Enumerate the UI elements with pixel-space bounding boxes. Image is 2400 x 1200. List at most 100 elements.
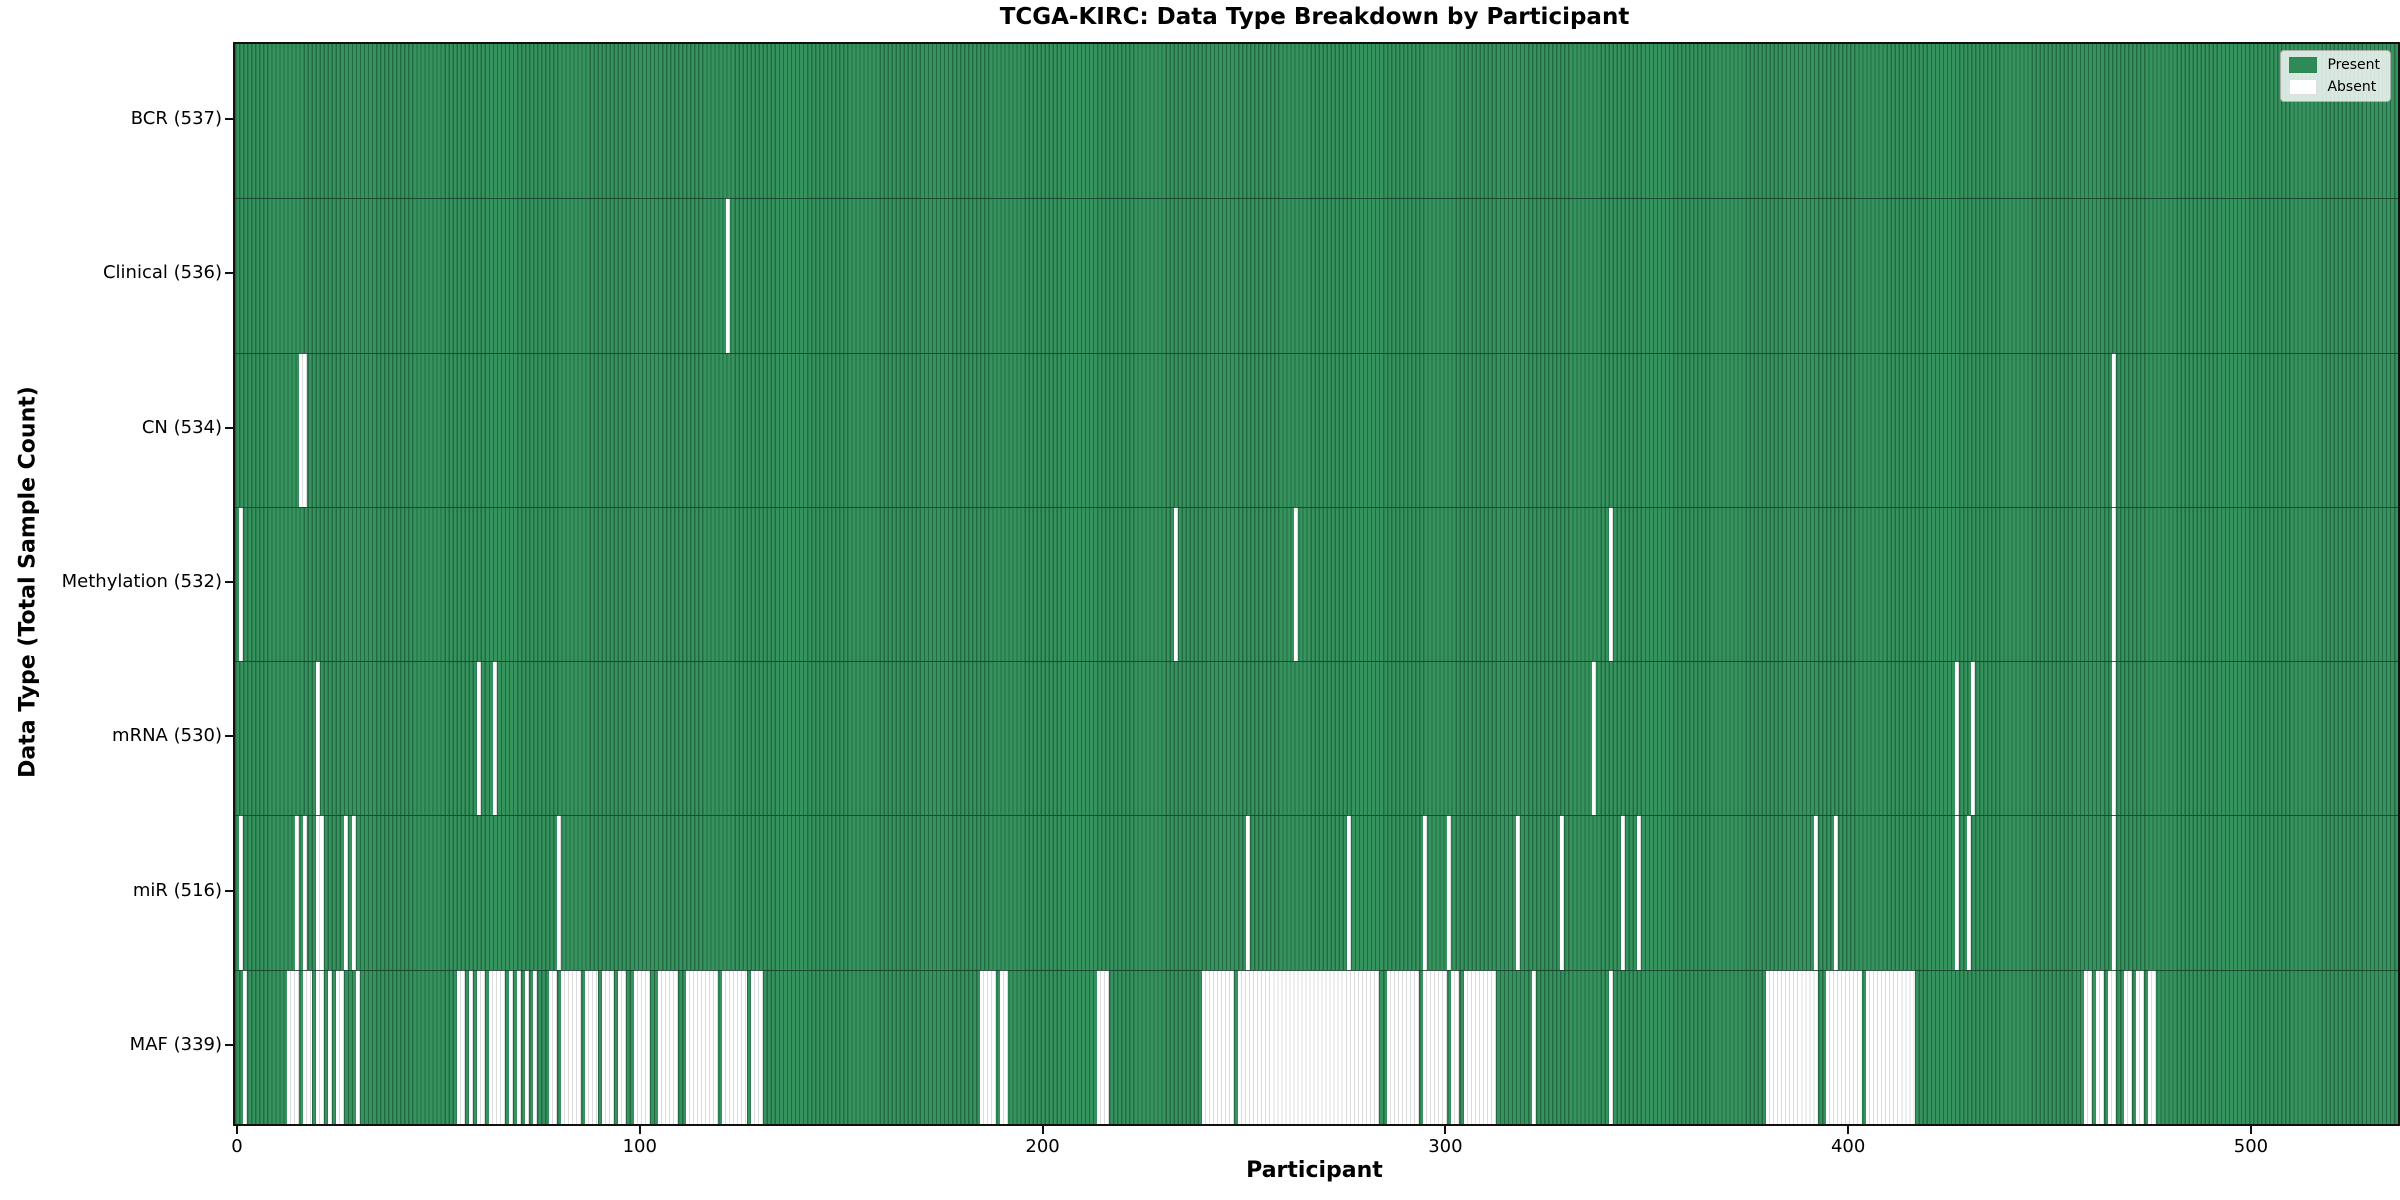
absent-bar xyxy=(1201,969,1234,1124)
absent-bar xyxy=(239,506,244,662)
x-tick-label: 100 xyxy=(622,1136,657,1157)
absent-bar xyxy=(2083,969,2092,1124)
y-tick-mark xyxy=(225,426,233,429)
absent-bar xyxy=(633,969,650,1124)
y-tick-label: miR (516) xyxy=(132,879,222,901)
absent-bar xyxy=(561,969,582,1124)
absent-bar xyxy=(476,969,485,1124)
row-divider xyxy=(235,506,2398,508)
absent-bar xyxy=(1971,661,1976,816)
absent-bar xyxy=(1608,969,1613,1124)
absent-bar xyxy=(601,969,614,1124)
chart-title: TCGA-KIRC: Data Type Breakdown by Partic… xyxy=(999,4,1630,30)
absent-bar xyxy=(492,661,497,816)
x-tick-label: 200 xyxy=(1025,1136,1060,1157)
legend: Present Absent xyxy=(2280,50,2391,102)
absent-bar xyxy=(476,661,481,816)
absent-bar xyxy=(516,969,521,1124)
y-tick-mark xyxy=(225,889,233,892)
absent-bar xyxy=(315,815,324,970)
absent-bar xyxy=(1000,969,1009,1124)
y-tick-mark xyxy=(225,581,233,583)
row-band-cn xyxy=(235,352,2398,507)
absent-bar xyxy=(343,815,348,970)
absent-bar xyxy=(1834,815,1839,970)
absent-bar xyxy=(1451,969,1460,1124)
absent-bar xyxy=(726,198,731,353)
y-tick-label: MAF (339) xyxy=(129,1033,222,1055)
absent-bar xyxy=(980,969,997,1124)
row-band-clinical xyxy=(235,198,2398,353)
absent-bar xyxy=(327,969,332,1124)
absent-bar xyxy=(1346,815,1351,970)
absent-bar xyxy=(508,969,513,1124)
y-tick-label: BCR (537) xyxy=(130,108,222,130)
legend-present-swatch xyxy=(2289,57,2318,73)
y-tick-label: mRNA (530) xyxy=(112,725,222,747)
y-tick-mark xyxy=(225,272,233,275)
y-tick-label: Clinical (536) xyxy=(102,262,222,284)
absent-bar xyxy=(533,969,538,1124)
absent-bar xyxy=(1386,969,1420,1124)
x-tick-label: 0 xyxy=(231,1136,243,1157)
absent-bar xyxy=(1813,815,1818,970)
absent-bar xyxy=(1560,815,1565,970)
absent-bar xyxy=(1866,969,1915,1124)
legend-item-absent: Absent xyxy=(2289,79,2380,95)
absent-bar xyxy=(1173,506,1178,662)
absent-bar xyxy=(295,815,300,970)
y-tick-mark xyxy=(225,1043,233,1046)
row-divider xyxy=(235,198,2398,200)
absent-bar xyxy=(1608,506,1613,662)
absent-bar xyxy=(722,969,747,1124)
x-tick-label: 400 xyxy=(1830,1136,1866,1157)
row-divider xyxy=(235,352,2398,354)
absent-bar xyxy=(1447,815,1452,970)
absent-bar xyxy=(2124,969,2133,1124)
absent-bar xyxy=(315,661,320,816)
row-band-mir xyxy=(235,815,2398,970)
absent-bar xyxy=(2136,969,2145,1124)
absent-bar xyxy=(351,815,356,970)
legend-present-label: Present xyxy=(2327,56,2380,73)
absent-bar xyxy=(1954,815,1959,970)
legend-absent-swatch xyxy=(2289,79,2318,95)
absent-bar xyxy=(488,969,505,1124)
absent-bar xyxy=(1423,969,1448,1124)
absent-bar xyxy=(557,815,562,970)
x-tick-mark xyxy=(236,1126,238,1134)
row-divider xyxy=(235,815,2398,817)
absent-bar xyxy=(239,815,244,970)
absent-bar xyxy=(1423,815,1428,970)
legend-item-present: Present xyxy=(2289,57,2380,73)
row-band-maf xyxy=(235,969,2398,1124)
absent-bar xyxy=(1237,969,1379,1124)
absent-bar xyxy=(1096,969,1110,1124)
absent-bar xyxy=(1531,969,1536,1124)
absent-bar xyxy=(2112,506,2117,662)
legend-absent-label: Absent xyxy=(2327,78,2377,95)
absent-bar xyxy=(1765,969,1818,1124)
x-tick-mark xyxy=(638,1126,641,1134)
absent-bar xyxy=(2112,661,2117,816)
absent-bar xyxy=(468,969,473,1124)
row-divider xyxy=(235,969,2398,971)
y-tick-mark xyxy=(225,118,233,121)
absent-bar xyxy=(2107,969,2117,1124)
absent-bar xyxy=(243,969,248,1124)
y-tick-mark xyxy=(225,735,233,738)
absent-bar xyxy=(1246,815,1251,970)
absent-bar xyxy=(1592,661,1597,816)
absent-bar xyxy=(303,969,312,1124)
absent-bar xyxy=(1515,815,1520,970)
absent-bar xyxy=(303,815,308,970)
absent-bar xyxy=(287,969,300,1124)
absent-bar xyxy=(315,969,324,1124)
y-tick-label: Methylation (532) xyxy=(61,571,222,592)
absent-bar xyxy=(299,352,308,507)
x-tick-mark xyxy=(1041,1126,1044,1134)
x-tick-label: 300 xyxy=(1428,1136,1463,1157)
absent-bar xyxy=(686,969,719,1124)
row-band-methylation xyxy=(235,506,2398,662)
